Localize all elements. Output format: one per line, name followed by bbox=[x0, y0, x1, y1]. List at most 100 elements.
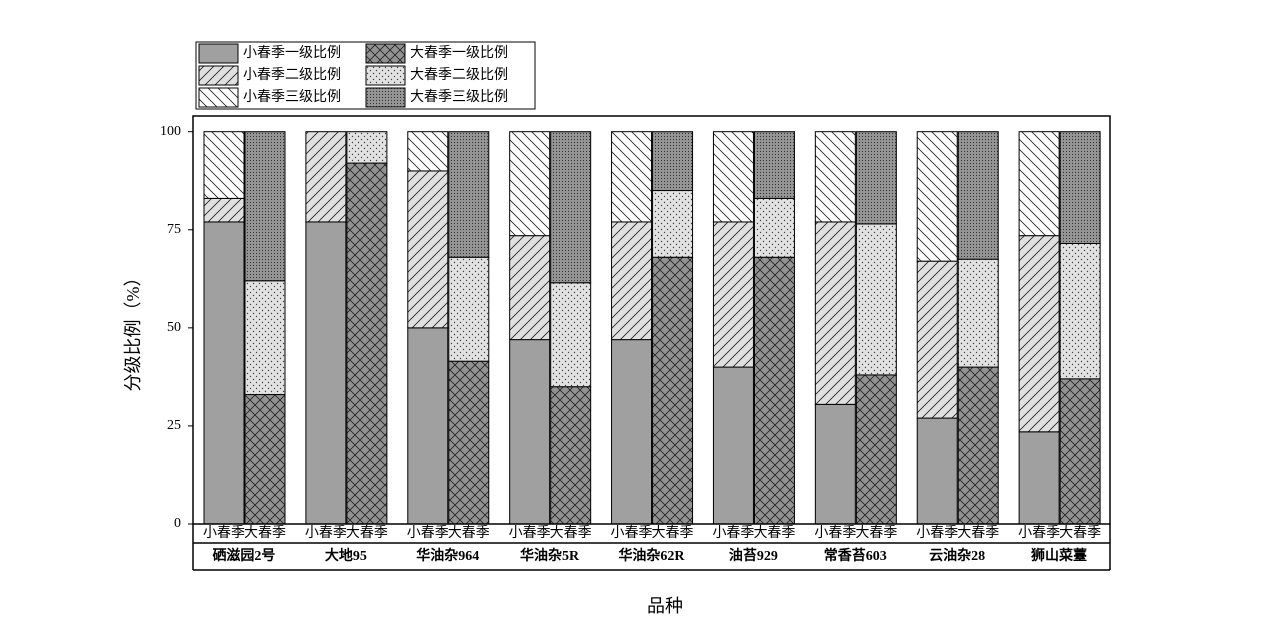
subcategory-label: 大春季 bbox=[550, 525, 592, 541]
subcategory-label: 大春季 bbox=[652, 525, 694, 541]
bar-segment bbox=[916, 417, 958, 525]
bar-segment bbox=[855, 374, 897, 525]
x-tick-label: 硒滋园2号 bbox=[212, 547, 275, 564]
subcategory-label: 小春季 bbox=[611, 525, 653, 541]
bar-segment bbox=[448, 131, 490, 258]
bar-segment bbox=[1059, 378, 1101, 525]
x-tick-label: 华油杂62R bbox=[618, 547, 685, 564]
bar-segment bbox=[1059, 243, 1101, 380]
bar-segment bbox=[550, 131, 592, 284]
bar-segment bbox=[753, 197, 795, 258]
plot-frame bbox=[192, 115, 1111, 525]
bar-segment bbox=[550, 386, 592, 525]
bar-segment bbox=[407, 170, 449, 329]
y-axis-label: 分级比例（%） bbox=[123, 269, 143, 392]
x-tick-label: 大地95 bbox=[325, 547, 367, 564]
subcategory-label: 小春季 bbox=[407, 525, 449, 541]
bar-segment bbox=[550, 282, 592, 388]
y-tick-label: 75 bbox=[167, 222, 181, 237]
bar-segment bbox=[407, 327, 449, 525]
y-tick-label: 0 bbox=[174, 516, 181, 531]
legend-label: 大春季三级比例 bbox=[410, 89, 508, 105]
x-tick-label: 华油杂5R bbox=[520, 547, 580, 564]
legend-swatch bbox=[198, 65, 239, 86]
bar-segment bbox=[448, 256, 490, 362]
bar-segment bbox=[652, 256, 694, 525]
subcategory-label: 小春季 bbox=[1018, 525, 1060, 541]
bar-segment bbox=[712, 131, 754, 223]
bar-segment bbox=[407, 131, 449, 172]
bar-segment bbox=[957, 131, 999, 260]
subcategory-label: 大春季 bbox=[346, 525, 388, 541]
legend-label: 小春季三级比例 bbox=[243, 89, 341, 105]
subcategory-label: 小春季 bbox=[712, 525, 754, 541]
bar-segment bbox=[611, 221, 653, 341]
x-tick-label: 油苔929 bbox=[729, 547, 778, 564]
subcategory-label: 小春季 bbox=[916, 525, 958, 541]
x-tick-label: 云油杂28 bbox=[929, 547, 985, 564]
bar-segment bbox=[1018, 131, 1060, 237]
subcategory-label: 大春季 bbox=[957, 525, 999, 541]
bar-segment bbox=[712, 366, 754, 525]
bar-segment bbox=[509, 339, 551, 525]
y-tick-label: 100 bbox=[160, 124, 181, 139]
x-tick-label: 华油杂964 bbox=[416, 547, 479, 564]
bar-segment bbox=[1059, 131, 1101, 244]
bar-segment bbox=[855, 223, 897, 376]
bar-segment bbox=[509, 235, 551, 341]
subcategory-label: 大春季 bbox=[855, 525, 897, 541]
bar-segment bbox=[203, 221, 245, 525]
bar-segment bbox=[916, 131, 958, 262]
bar-segment bbox=[916, 260, 958, 419]
bar-segment bbox=[712, 221, 754, 368]
bar-segment bbox=[1018, 235, 1060, 433]
x-tick-label: 常香苔603 bbox=[824, 547, 887, 564]
bar-segment bbox=[305, 221, 347, 525]
legend-label: 大春季一级比例 bbox=[410, 45, 508, 61]
bar-segment bbox=[855, 131, 897, 225]
subcategory-label: 大春季 bbox=[448, 525, 490, 541]
subcategory-label: 小春季 bbox=[203, 525, 245, 541]
y-tick-label: 50 bbox=[167, 320, 181, 335]
bar-segment bbox=[509, 131, 551, 237]
bar-segment bbox=[611, 339, 653, 525]
bar-segment bbox=[244, 394, 286, 525]
bar-segment bbox=[652, 131, 694, 192]
x-axis-label: 品种 bbox=[647, 596, 683, 616]
bar-segment bbox=[305, 131, 347, 223]
bar-segment bbox=[814, 403, 856, 525]
bar-segment bbox=[346, 131, 388, 164]
bar-segment bbox=[814, 221, 856, 405]
subcategory-label: 大春季 bbox=[1059, 525, 1101, 541]
bar-segment bbox=[244, 131, 286, 282]
bar-segment bbox=[203, 197, 245, 223]
legend-swatch bbox=[365, 43, 406, 64]
subcategory-label: 大春季 bbox=[244, 525, 286, 541]
subcategory-label: 小春季 bbox=[305, 525, 347, 541]
legend-label: 小春季二级比例 bbox=[243, 67, 341, 83]
bar-segment bbox=[957, 366, 999, 525]
legend-swatch bbox=[198, 87, 239, 108]
legend-label: 小春季一级比例 bbox=[243, 45, 341, 61]
subcategory-label: 大春季 bbox=[753, 525, 795, 541]
legend-swatch bbox=[365, 65, 406, 86]
bar-segment bbox=[244, 280, 286, 396]
bar-segment bbox=[346, 162, 388, 525]
bar-segment bbox=[203, 131, 245, 199]
x-tick-label: 狮山菜薹 bbox=[1030, 547, 1087, 564]
bar-segment bbox=[753, 256, 795, 525]
bar-segment bbox=[652, 190, 694, 258]
bar-segment bbox=[448, 360, 490, 525]
y-tick-label: 25 bbox=[167, 418, 181, 433]
legend-swatch bbox=[198, 43, 239, 64]
subcategory-label: 小春季 bbox=[814, 525, 856, 541]
bar-segment bbox=[814, 131, 856, 223]
subcategory-label: 小春季 bbox=[509, 525, 551, 541]
legend-label: 大春季二级比例 bbox=[410, 67, 508, 83]
bar-segment bbox=[957, 258, 999, 368]
bar-segment bbox=[611, 131, 653, 223]
legend-swatch bbox=[365, 87, 406, 108]
bar-segment bbox=[1018, 431, 1060, 525]
bar-segment bbox=[753, 131, 795, 199]
